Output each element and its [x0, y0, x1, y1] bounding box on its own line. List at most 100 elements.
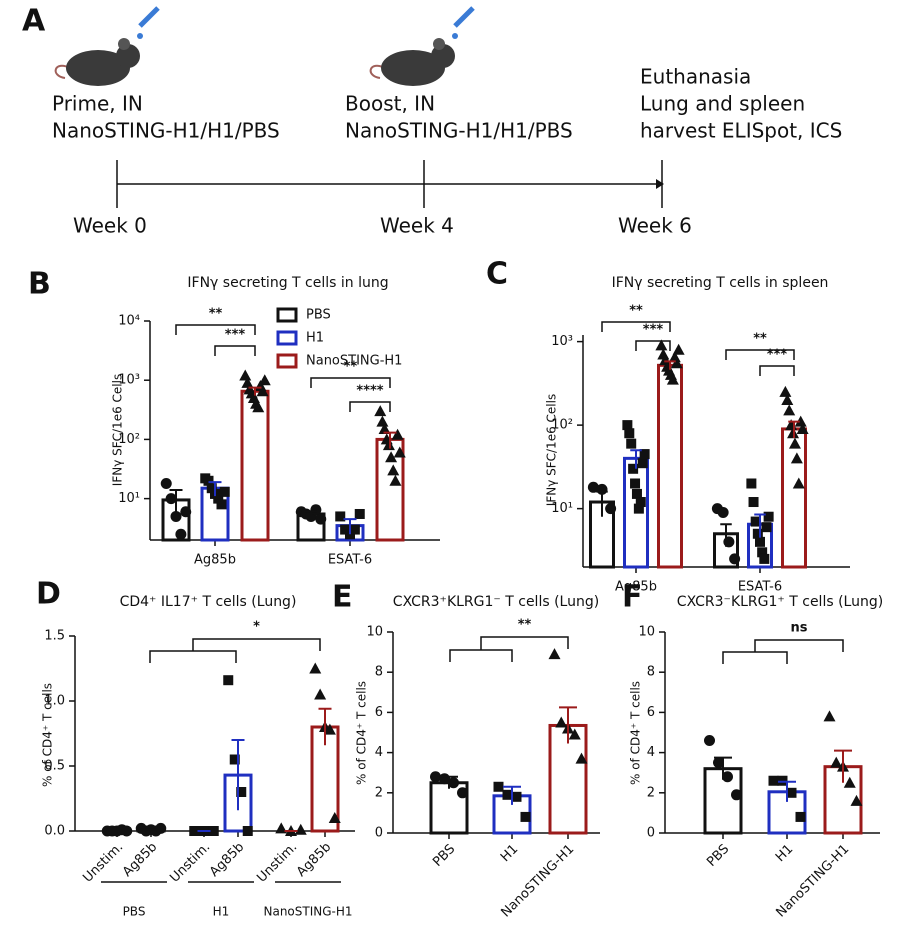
y-tick-label: 10 — [366, 625, 383, 640]
data-point — [323, 723, 336, 735]
error-bar — [834, 749, 852, 783]
data-point — [315, 513, 327, 525]
x-tick-label: Ag85b — [120, 840, 160, 880]
data-point — [391, 428, 404, 440]
y-tick-label: 2 — [375, 785, 383, 800]
error-bar — [778, 780, 796, 802]
data-point — [633, 503, 644, 514]
data-point — [258, 374, 271, 386]
significance-label: *** — [767, 348, 788, 363]
data-point — [294, 823, 307, 835]
significance-label: ** — [344, 360, 358, 375]
error-bar — [788, 420, 800, 439]
panel-letter: B — [28, 267, 51, 302]
data-point — [239, 369, 252, 381]
y-tick-label: 10 — [638, 625, 655, 640]
y-tick-label: 10² — [118, 432, 140, 447]
data-point — [759, 553, 770, 564]
event-label: harvest ELISpot, ICS — [640, 119, 842, 143]
data-point — [236, 787, 247, 797]
data-point — [783, 404, 796, 416]
data-point — [376, 415, 389, 427]
data-point — [374, 405, 387, 417]
significance-bracket — [175, 324, 256, 335]
data-point — [175, 528, 187, 540]
significance-label: *** — [225, 328, 246, 343]
y-axis-label: IFNγ SFC/1e6 Cells — [111, 374, 125, 486]
data-point — [502, 789, 513, 800]
significance-label: * — [253, 620, 260, 635]
y-axis-label: % of CD4⁺ T cells — [355, 681, 369, 785]
data-point — [180, 506, 192, 518]
y-tick-label: 1.5 — [44, 629, 65, 644]
x-tick-label: Unstim. — [80, 840, 126, 886]
data-point — [746, 478, 757, 489]
data-point — [385, 451, 398, 463]
data-point — [626, 438, 637, 449]
data-point — [314, 688, 327, 700]
event-label: Boost, IN — [345, 92, 435, 116]
x-tick-label: H1 — [773, 842, 796, 865]
data-point — [635, 497, 646, 508]
significance-bracket — [601, 321, 671, 332]
event-label: Euthanasia — [640, 65, 751, 89]
significance-bracket — [214, 345, 256, 356]
data-point — [748, 497, 759, 508]
data-point — [575, 752, 588, 764]
y-axis-label: IFNγ SFC/1e6 Cells — [545, 394, 559, 506]
data-point — [786, 787, 797, 798]
data-point — [717, 506, 729, 518]
data-point — [752, 528, 763, 539]
data-point — [568, 728, 581, 740]
data-point — [823, 710, 836, 722]
y-axis-label: % of CD4⁺ T cells — [629, 681, 643, 785]
data-point — [189, 826, 200, 836]
significance-label: ns — [791, 621, 808, 636]
data-point — [850, 794, 863, 806]
error-bar — [720, 523, 732, 547]
mouse-icon — [369, 6, 475, 86]
data-point — [382, 439, 395, 451]
x-tick-label: PBS — [704, 842, 732, 870]
data-point — [213, 493, 224, 504]
data-point — [349, 524, 360, 535]
error-bar — [208, 481, 222, 497]
data-point — [430, 771, 441, 783]
y-tick-label: 0 — [647, 826, 655, 841]
data-point — [160, 478, 172, 490]
data-point — [704, 735, 715, 747]
y-tick-label: 6 — [647, 705, 655, 720]
data-point — [624, 428, 635, 439]
data-point — [242, 826, 253, 836]
panel-letter: F — [622, 580, 643, 615]
data-point — [208, 826, 219, 836]
significance-bracket — [759, 365, 795, 376]
bar — [781, 427, 807, 569]
x-tick-label: Ag85b — [207, 840, 247, 880]
data-point — [622, 420, 633, 431]
panel-letter: C — [486, 257, 508, 292]
error-bar — [343, 518, 357, 535]
data-point — [309, 662, 322, 674]
data-point — [310, 504, 322, 516]
error-bar — [754, 513, 766, 538]
legend-swatch — [276, 307, 298, 323]
event-label: Lung and spleen — [640, 92, 805, 116]
mouse-icon — [54, 6, 160, 86]
error-bar — [664, 360, 676, 370]
data-point — [777, 775, 788, 786]
y-tick-label: 10⁴ — [118, 314, 140, 329]
x-tick-label: PBS — [430, 842, 458, 870]
error-bar — [714, 756, 732, 780]
error-bar — [169, 488, 183, 517]
y-tick-label: 10³ — [551, 334, 573, 349]
y-tick-label: 8 — [647, 665, 655, 680]
y-tick-label: 10¹ — [551, 501, 573, 516]
data-point — [389, 474, 402, 486]
data-point — [713, 757, 724, 769]
error-bar — [304, 510, 318, 517]
significance-label: ** — [209, 307, 223, 322]
data-point — [670, 357, 683, 369]
data-point — [493, 781, 504, 792]
